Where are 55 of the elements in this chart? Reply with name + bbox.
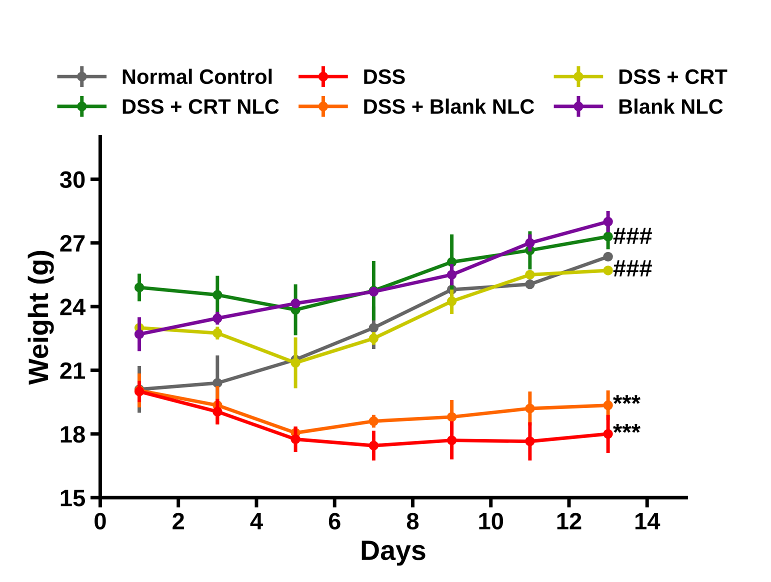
y-tick-label: 21: [60, 362, 85, 379]
annotation: ***: [613, 395, 640, 404]
x-tick-label: 10: [479, 512, 504, 530]
legend-label: DSS + CRT NLC: [122, 99, 279, 114]
point: [368, 440, 379, 450]
y-tick-label: 24: [60, 298, 86, 316]
x-tick-label: 8: [406, 512, 419, 530]
legend-label: DSS: [364, 69, 405, 84]
point: [525, 270, 535, 280]
legend-label: Blank NLC: [619, 98, 723, 114]
annotation: ###: [613, 228, 652, 244]
x-tick-label: 14: [635, 513, 660, 530]
point: [134, 329, 144, 340]
point: [368, 416, 379, 426]
point: [290, 358, 300, 368]
legend-label: Normal Control: [122, 68, 272, 84]
point: [368, 334, 379, 344]
y-tick-label: 15: [60, 490, 85, 506]
point: [446, 296, 457, 306]
point: [212, 328, 222, 338]
point: [290, 434, 300, 444]
point: [446, 412, 457, 422]
annotation: ***: [613, 424, 640, 433]
x-tick-label: 0: [94, 512, 106, 530]
point: [212, 313, 222, 324]
annotation: ###: [613, 260, 652, 276]
point: [212, 290, 222, 300]
legend-label: DSS + Blank NLC: [364, 98, 534, 114]
point: [525, 279, 535, 290]
point: [134, 282, 144, 292]
y-tick-label: 30: [60, 171, 85, 188]
point: [603, 252, 613, 262]
point: [603, 429, 613, 439]
point: [212, 406, 222, 417]
y-axis-title: Weight (g): [28, 250, 54, 385]
point: [446, 270, 457, 280]
x-tick-label: 4: [250, 513, 263, 530]
point: [525, 404, 535, 414]
x-axis-title: Days: [362, 540, 426, 566]
point: [603, 266, 613, 276]
y-tick-label: 18: [60, 426, 85, 443]
x-tick-label: 6: [328, 512, 340, 530]
y-tick-label: 27: [60, 234, 85, 252]
point: [603, 400, 613, 410]
x-tick-label: 12: [557, 512, 582, 530]
point: [290, 298, 300, 308]
x-tick-label: 2: [172, 512, 184, 530]
point: [368, 322, 379, 333]
point: [525, 238, 535, 248]
point: [603, 232, 613, 242]
point: [525, 436, 535, 446]
point: [212, 378, 222, 388]
point: [446, 435, 457, 446]
legend-label: DSS + CRT: [619, 69, 728, 84]
point: [603, 216, 613, 227]
